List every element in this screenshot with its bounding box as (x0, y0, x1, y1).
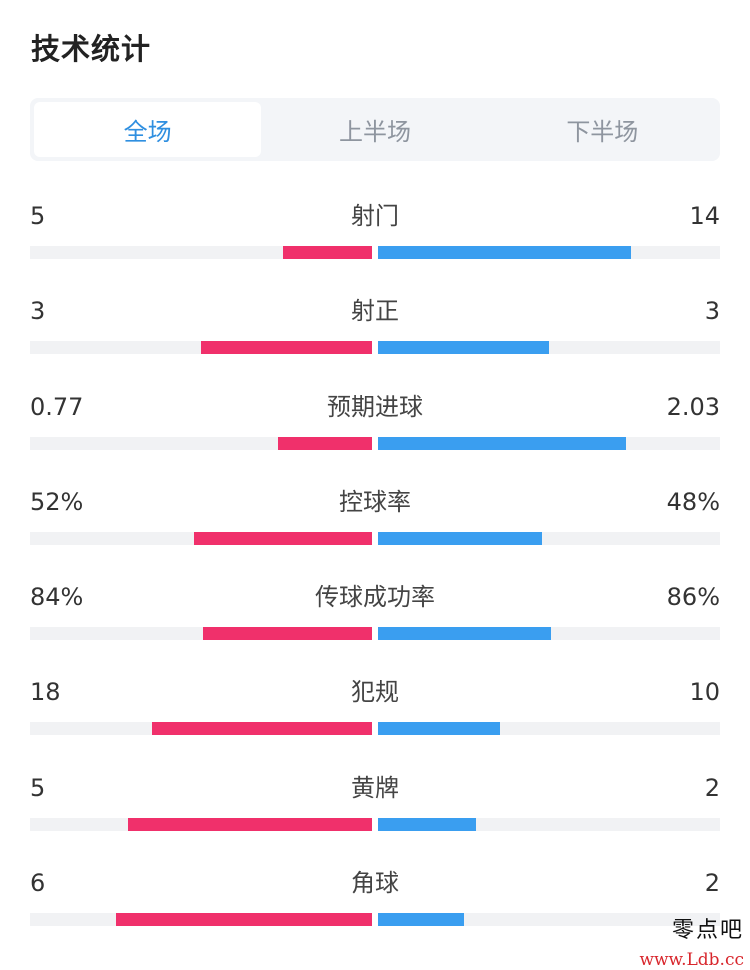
watermark-name: 零点吧 (671, 918, 744, 943)
away-track (378, 531, 720, 545)
home-track (30, 627, 372, 641)
stat-row-shots-on-target: 3 射正 3 (30, 285, 720, 380)
home-value: 6 (30, 869, 46, 898)
home-value: 3 (30, 297, 46, 326)
home-bar (283, 246, 372, 259)
stat-row-corners: 6 角球 2 (30, 857, 720, 952)
stat-label: 预期进球 (327, 392, 423, 421)
stat-label: 射门 (351, 202, 399, 230)
away-bar (378, 722, 501, 736)
tab-full-match[interactable]: 全场 (34, 102, 262, 157)
home-track (30, 913, 372, 927)
away-bar (378, 627, 552, 641)
home-track (30, 531, 372, 545)
away-bar (378, 531, 543, 545)
home-value: 5 (30, 202, 46, 230)
away-value: 48% (666, 487, 720, 516)
away-track (378, 246, 720, 259)
stat-row-fouls: 18 犯规 10 (30, 666, 720, 761)
watermark-url: www.Ldb.cc (639, 950, 744, 970)
home-bar (201, 341, 372, 355)
away-track (378, 341, 720, 355)
stat-label: 控球率 (339, 487, 411, 516)
away-bar (378, 913, 464, 927)
home-value: 5 (30, 773, 46, 802)
away-value: 2.03 (666, 392, 720, 421)
stat-row-possession: 52% 控球率 48% (30, 476, 720, 571)
away-bar (378, 246, 632, 259)
stat-label: 射正 (351, 297, 399, 326)
home-track (30, 246, 372, 259)
away-value: 86% (666, 583, 720, 612)
page-title: 技术统计 (31, 32, 152, 66)
away-value: 3 (704, 297, 720, 326)
away-bar (378, 436, 626, 450)
away-bar (378, 817, 476, 831)
stat-label: 角球 (351, 869, 399, 898)
home-value: 52% (30, 487, 84, 516)
home-track (30, 722, 372, 736)
tab-second-half[interactable]: 下半场 (566, 118, 639, 146)
home-bar (277, 436, 372, 450)
tab-first-half[interactable]: 上半场 (338, 118, 411, 146)
away-track (378, 436, 720, 450)
away-track (378, 817, 720, 831)
away-value: 2 (704, 869, 720, 898)
stat-label: 犯规 (351, 678, 399, 707)
stat-row-yellow-cards: 5 黄牌 2 (30, 762, 720, 857)
home-bar (203, 627, 372, 641)
stat-row-pass-accuracy: 84% 传球成功率 86% (30, 571, 720, 666)
away-value: 14 (689, 202, 720, 230)
home-value: 0.77 (30, 392, 84, 421)
period-tabs: 全场 上半场 下半场 (30, 98, 720, 161)
away-value: 10 (689, 678, 720, 707)
home-bar (127, 817, 372, 831)
watermark: 零点吧 www.Ldb.cc (639, 912, 744, 970)
stat-row-shots: 5 射门 14 (30, 190, 720, 285)
stats-list: 5 射门 14 3 射正 3 0.77 预期进球 2.03 52% 控球率 48… (30, 190, 720, 952)
away-value: 2 (704, 773, 720, 802)
home-value: 18 (30, 678, 61, 707)
home-track (30, 817, 372, 831)
home-value: 84% (30, 583, 84, 612)
stat-label: 传球成功率 (315, 583, 435, 612)
home-bar (115, 913, 372, 927)
away-track (378, 913, 720, 927)
home-track (30, 436, 372, 450)
home-bar (194, 531, 372, 545)
away-track (378, 722, 720, 736)
stat-row-expected-goals: 0.77 预期进球 2.03 (30, 381, 720, 476)
home-track (30, 341, 372, 355)
away-bar (378, 341, 549, 355)
stat-label: 黄牌 (351, 773, 399, 802)
away-track (378, 627, 720, 641)
home-bar (152, 722, 372, 736)
